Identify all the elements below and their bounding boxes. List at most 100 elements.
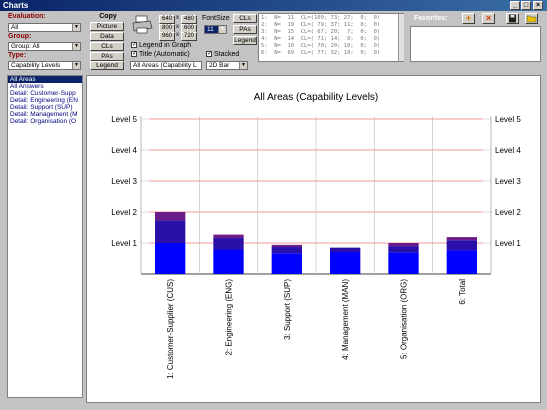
evaluation-select[interactable]: All ▼: [8, 23, 81, 32]
bar-segment: [446, 250, 477, 274]
x-tick-label: 4: Management (MAN): [341, 279, 350, 360]
chevron-down-icon[interactable]: ▼: [72, 24, 80, 31]
list-item[interactable]: Detail: Organisation (O: [10, 118, 77, 125]
chevron-down-icon[interactable]: ▼: [218, 26, 226, 33]
title-automatic-checkbox[interactable]: ✓ Title (Automatic): [131, 51, 190, 58]
size-x: x: [176, 15, 179, 21]
x-tick-label: 1: Customer-Supplier (CUS): [166, 279, 175, 379]
bar-segment: [330, 247, 361, 252]
y-tick-label-right: Level 3: [495, 177, 521, 186]
list-item[interactable]: All Answers: [10, 83, 44, 90]
list-item[interactable]: Detail: Support (SUP): [10, 104, 73, 111]
y-tick-label-right: Level 4: [495, 146, 521, 155]
pas-button[interactable]: PAs: [233, 25, 257, 34]
window-title: Charts: [3, 1, 29, 10]
size-640-button[interactable]: 640: [159, 15, 175, 24]
bar-segment: [213, 249, 244, 274]
legend-in-graph-checkbox[interactable]: ✓ Legend in Graph: [131, 42, 191, 49]
check-icon: ✓: [131, 42, 138, 49]
chevron-down-icon[interactable]: ▼: [72, 62, 80, 69]
chart: All Areas (Capability Levels) Level 5 Leve…: [111, 92, 521, 379]
bar-segment: [155, 243, 186, 274]
log-line: 1: N= 11 CL=(100; 73; 27; 0; 0): [261, 15, 381, 21]
bar-segment: [330, 251, 361, 274]
copy-label: Copy: [99, 13, 117, 20]
y-tick-label-right: Level 2: [495, 208, 521, 217]
type-label: Type:: [8, 52, 27, 59]
group-value: Group: All: [11, 43, 40, 50]
chevron-down-icon[interactable]: ▼: [72, 43, 80, 50]
favorites-label: Favorites:: [414, 15, 448, 22]
chevron-down-icon[interactable]: ▼: [239, 62, 247, 69]
x-tick-label: 2: Engineering (ENG): [225, 279, 234, 356]
fontsize-select[interactable]: 11 ▼: [204, 25, 227, 34]
bar-segment: [271, 253, 302, 274]
log-line: 2: N= 19 CL=( 79; 37; 11; 0; 0): [261, 22, 381, 28]
group-label: Group:: [8, 33, 32, 40]
type-select[interactable]: Capability Levels ▼: [8, 61, 81, 70]
copy-pas-button[interactable]: PAs: [90, 52, 124, 61]
copy-legend-button[interactable]: Legend: [90, 61, 124, 70]
print-icon[interactable]: [131, 15, 153, 35]
size-x: x: [176, 24, 179, 30]
y-tick-label: Level 4: [111, 146, 137, 155]
data-log: 1: N= 11 CL=(100; 73; 27; 0; 0) 2: N= 19 …: [258, 13, 404, 62]
save-icon[interactable]: [506, 13, 519, 24]
size-960-button[interactable]: 960: [159, 32, 175, 41]
type-value: Capability Levels: [11, 62, 61, 69]
bar-segment: [155, 220, 186, 243]
size-x: x: [176, 32, 179, 38]
stacked-checkbox[interactable]: ✓ Stacked: [206, 51, 239, 58]
y-tick-label: Level 3: [111, 177, 137, 186]
list-item[interactable]: Detail: Customer-Supp: [10, 90, 76, 97]
check-icon: ✓: [131, 51, 138, 58]
log-line: 3: N= 15 CL=( 67; 20; 7; 0; 0): [261, 29, 381, 35]
check-icon: ✓: [206, 51, 213, 58]
bar-segment: [388, 252, 419, 274]
y-tick-label-right: Level 1: [495, 239, 521, 248]
group-select[interactable]: Group: All ▼: [8, 42, 81, 51]
copy-data-button[interactable]: Data: [90, 32, 124, 41]
x-tick-label: 3: Support (SUP): [283, 279, 292, 340]
x-tick-label: 5: Organisation (ORG): [400, 279, 409, 359]
chart-title-input[interactable]: All Areas (Capability L: [130, 61, 202, 70]
y-tick-label-right: Level 5: [495, 115, 521, 124]
legend-button[interactable]: Legend: [233, 36, 257, 45]
list-item[interactable]: Detail: Engineering (EN: [10, 97, 78, 104]
bar-segment: [213, 234, 244, 239]
chart-title: All Areas (Capability Levels): [254, 92, 379, 103]
copy-cls-button[interactable]: CLs: [90, 42, 124, 51]
log-scrollbar[interactable]: [398, 14, 404, 61]
add-favorite-icon[interactable]: +: [462, 13, 475, 24]
title-bar: Charts _ □ ×: [0, 0, 547, 11]
bar-segment: [155, 212, 186, 221]
fontsize-label: FontSize: [202, 15, 230, 22]
log-line: 4: N= 14 CL=( 71; 14; 0; 0; 0): [261, 36, 381, 42]
log-line: 5: N= 10 CL=( 70; 20; 10; 0; 0): [261, 43, 381, 49]
cls-button[interactable]: CLs: [233, 14, 257, 23]
list-item[interactable]: Detail: Management (M: [10, 111, 78, 118]
area-list[interactable]: All Areas All Answers Detail: Customer-Sup…: [7, 75, 83, 398]
minimize-button[interactable]: _: [510, 1, 520, 10]
bar-segment: [388, 246, 419, 253]
evaluation-label: Evaluation:: [8, 13, 46, 20]
close-button[interactable]: ×: [533, 1, 543, 10]
size-480-button[interactable]: 480: [181, 15, 197, 24]
open-folder-icon[interactable]: [525, 13, 538, 24]
chart-title-value: All Areas (Capability L: [133, 62, 197, 69]
list-item[interactable]: All Areas: [8, 76, 82, 83]
x-tick-label: 6: Total: [458, 279, 467, 305]
copy-picture-button[interactable]: Picture: [90, 22, 124, 31]
delete-favorite-icon[interactable]: ×: [482, 13, 495, 24]
bar-segment: [388, 243, 419, 247]
y-tick-label: Level 1: [111, 239, 137, 248]
size-720-button[interactable]: 720: [181, 32, 197, 41]
bar-segment: [271, 244, 302, 248]
maximize-button[interactable]: □: [521, 1, 531, 10]
log-line: 6: N= 69 CL=( 77; 32; 10; 0; 0): [261, 50, 381, 56]
bar-segment: [446, 240, 477, 251]
favorites-list[interactable]: [410, 26, 541, 62]
chart-panel: All Areas (Capability Levels) Level 5 Leve…: [86, 75, 541, 403]
chart-type-select[interactable]: 2D Bar ▼: [206, 61, 248, 70]
y-tick-label: Level 2: [111, 208, 137, 217]
